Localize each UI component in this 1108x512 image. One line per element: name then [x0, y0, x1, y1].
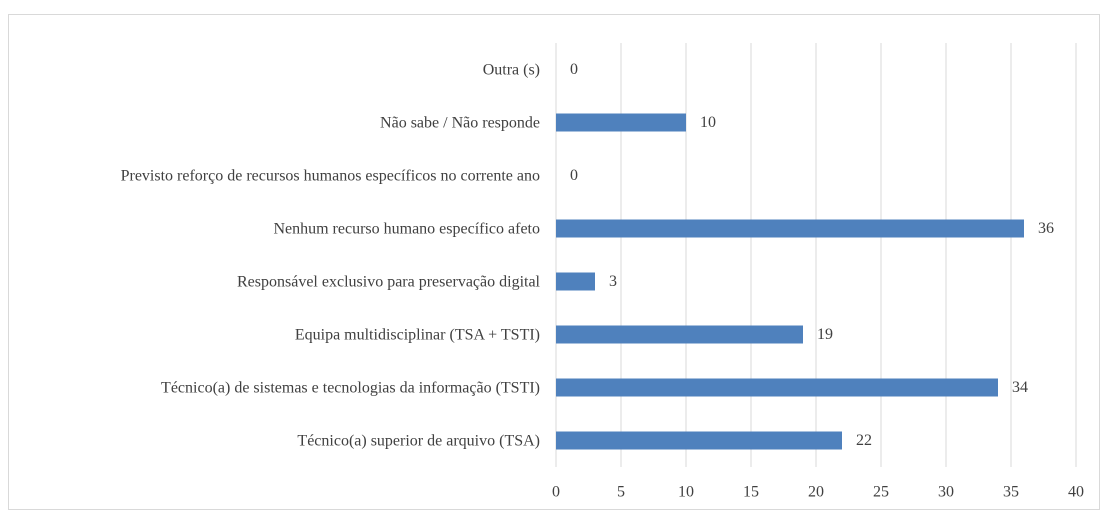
x-tick-label: 35 — [1003, 484, 1019, 501]
bar — [556, 431, 842, 450]
y-tick-label: Nenhum recurso humano específico afeto — [273, 220, 540, 237]
x-tick-label: 5 — [617, 484, 625, 501]
data-label: 10 — [700, 114, 716, 131]
y-tick-label: Outra (s) — [482, 61, 540, 78]
bar — [556, 272, 595, 291]
x-tick-label: 20 — [808, 484, 824, 501]
x-tick-label: 10 — [678, 484, 694, 501]
x-tick-label: 40 — [1068, 484, 1084, 501]
data-label: 0 — [570, 61, 578, 78]
data-label: 36 — [1038, 220, 1054, 237]
bar — [556, 325, 803, 344]
x-tick-label: 25 — [873, 484, 889, 501]
data-label: 22 — [856, 432, 872, 449]
bar — [556, 378, 998, 397]
y-tick-label: Não sabe / Não responde — [380, 114, 540, 131]
y-tick-label: Técnico(a) superior de arquivo (TSA) — [297, 432, 540, 449]
x-tick-label: 15 — [743, 484, 759, 501]
x-tick-label: 30 — [938, 484, 954, 501]
x-tick-label: 0 — [552, 484, 560, 501]
y-tick-label: Técnico(a) de sistemas e tecnologias da … — [161, 379, 540, 396]
data-label: 19 — [817, 326, 833, 343]
data-label: 0 — [570, 167, 578, 184]
bar — [556, 113, 686, 132]
data-label: 3 — [609, 273, 617, 290]
chart-border — [8, 14, 1100, 510]
data-label: 34 — [1012, 379, 1028, 396]
y-tick-label: Previsto reforço de recursos humanos esp… — [120, 167, 540, 184]
bar — [556, 219, 1024, 238]
y-tick-label: Responsável exclusivo para preservação d… — [237, 273, 540, 290]
y-tick-label: Equipa multidisciplinar (TSA + TSTI) — [294, 326, 540, 343]
